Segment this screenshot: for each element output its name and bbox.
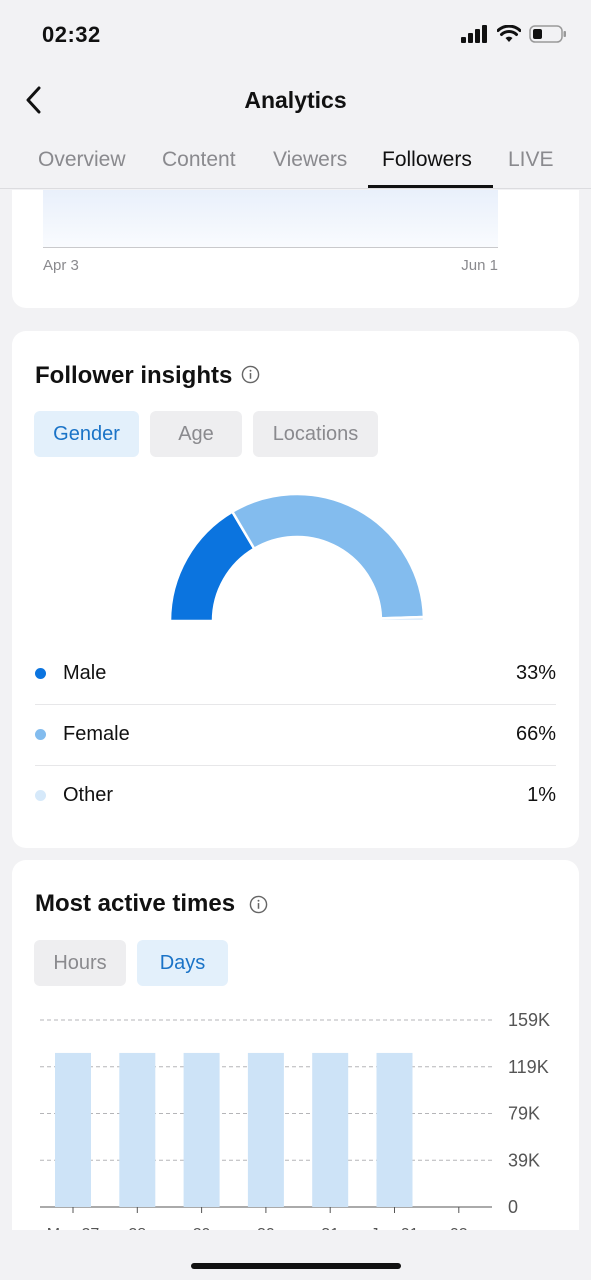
legend-label-male: Male <box>63 662 107 684</box>
active-times-title: Most active times <box>35 890 236 917</box>
trend-x-axis <box>43 247 498 248</box>
bar-1[interactable] <box>119 1052 156 1207</box>
legend-dot-other <box>35 790 46 801</box>
home-indicator[interactable] <box>191 1263 401 1269</box>
legend-dot-female <box>35 729 46 740</box>
tab-viewers[interactable]: Viewers <box>273 148 348 171</box>
legend-row-other: Other 1% <box>35 766 556 827</box>
legend-row-female: Female 66% <box>35 705 556 766</box>
bar-0[interactable] <box>55 1052 91 1207</box>
active-tab-indicator <box>368 185 493 188</box>
signal-icon <box>461 25 487 43</box>
bar-4[interactable] <box>312 1052 349 1207</box>
follower-insights-card: Follower insights Gender Age Locations M… <box>12 331 579 848</box>
filter-age[interactable]: Age <box>150 411 242 457</box>
filter-days[interactable]: Days <box>137 940 228 986</box>
donut-slice-female <box>230 492 426 620</box>
info-icon[interactable] <box>249 895 268 914</box>
y-tick-label: 79K <box>508 1104 540 1124</box>
info-icon[interactable] <box>241 365 260 384</box>
bar-2[interactable] <box>183 1052 220 1207</box>
home-indicator-area <box>0 1230 591 1280</box>
legend-label-female: Female <box>63 723 130 745</box>
tab-bar: Overview Content Viewers Followers LIVE <box>0 130 591 189</box>
legend-dot-male <box>35 668 46 679</box>
active-days-bar-chart: 159K119K79K39K0May 2728293031Jun 0102 <box>40 1010 550 1240</box>
tab-live[interactable]: LIVE <box>508 148 554 171</box>
gender-donut-chart <box>168 492 426 623</box>
legend-value-other: 1% <box>527 784 556 806</box>
bar-5[interactable] <box>376 1052 413 1207</box>
legend-value-female: 66% <box>515 723 556 745</box>
y-tick-label: 0 <box>508 1197 518 1217</box>
bar-3[interactable] <box>247 1052 284 1207</box>
nav-header: Analytics <box>0 70 591 130</box>
back-button[interactable] <box>18 84 48 116</box>
legend-label-other: Other <box>63 784 114 806</box>
y-tick-label: 39K <box>508 1150 540 1170</box>
status-bar: 02:32 <box>0 0 591 70</box>
chevron-left-icon <box>26 86 41 114</box>
page-title: Analytics <box>244 87 347 113</box>
filter-locations[interactable]: Locations <box>253 411 378 457</box>
trend-start-label: Apr 3 <box>43 257 79 274</box>
status-time: 02:32 <box>42 22 101 47</box>
trend-area <box>43 190 498 247</box>
y-tick-label: 159K <box>508 1010 550 1030</box>
wifi-icon <box>497 25 521 42</box>
trend-end-label: Jun 1 <box>461 257 498 274</box>
battery-icon <box>529 25 566 43</box>
tab-overview[interactable]: Overview <box>38 148 126 171</box>
filter-gender[interactable]: Gender <box>34 411 139 457</box>
donut-slice-other <box>379 615 426 623</box>
follower-trend-card: Apr 3 Jun 1 <box>12 190 579 308</box>
tab-followers[interactable]: Followers <box>382 148 472 171</box>
legend-value-male: 33% <box>515 662 556 684</box>
filter-hours[interactable]: Hours <box>34 940 126 986</box>
insights-title: Follower insights <box>35 362 233 389</box>
legend-row-male: Male 33% <box>35 644 556 705</box>
y-tick-label: 119K <box>508 1057 549 1077</box>
tab-content[interactable]: Content <box>162 148 236 171</box>
most-active-times-card: Most active times Hours Days 159K 119K 79K… <box>12 860 579 1240</box>
status-icons <box>461 24 567 44</box>
